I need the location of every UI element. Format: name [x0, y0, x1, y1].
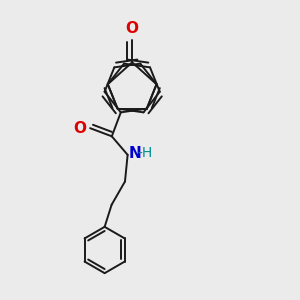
Text: O: O	[74, 121, 87, 136]
Text: O: O	[126, 21, 139, 36]
Text: N: N	[129, 146, 142, 161]
Text: -H: -H	[137, 146, 152, 161]
